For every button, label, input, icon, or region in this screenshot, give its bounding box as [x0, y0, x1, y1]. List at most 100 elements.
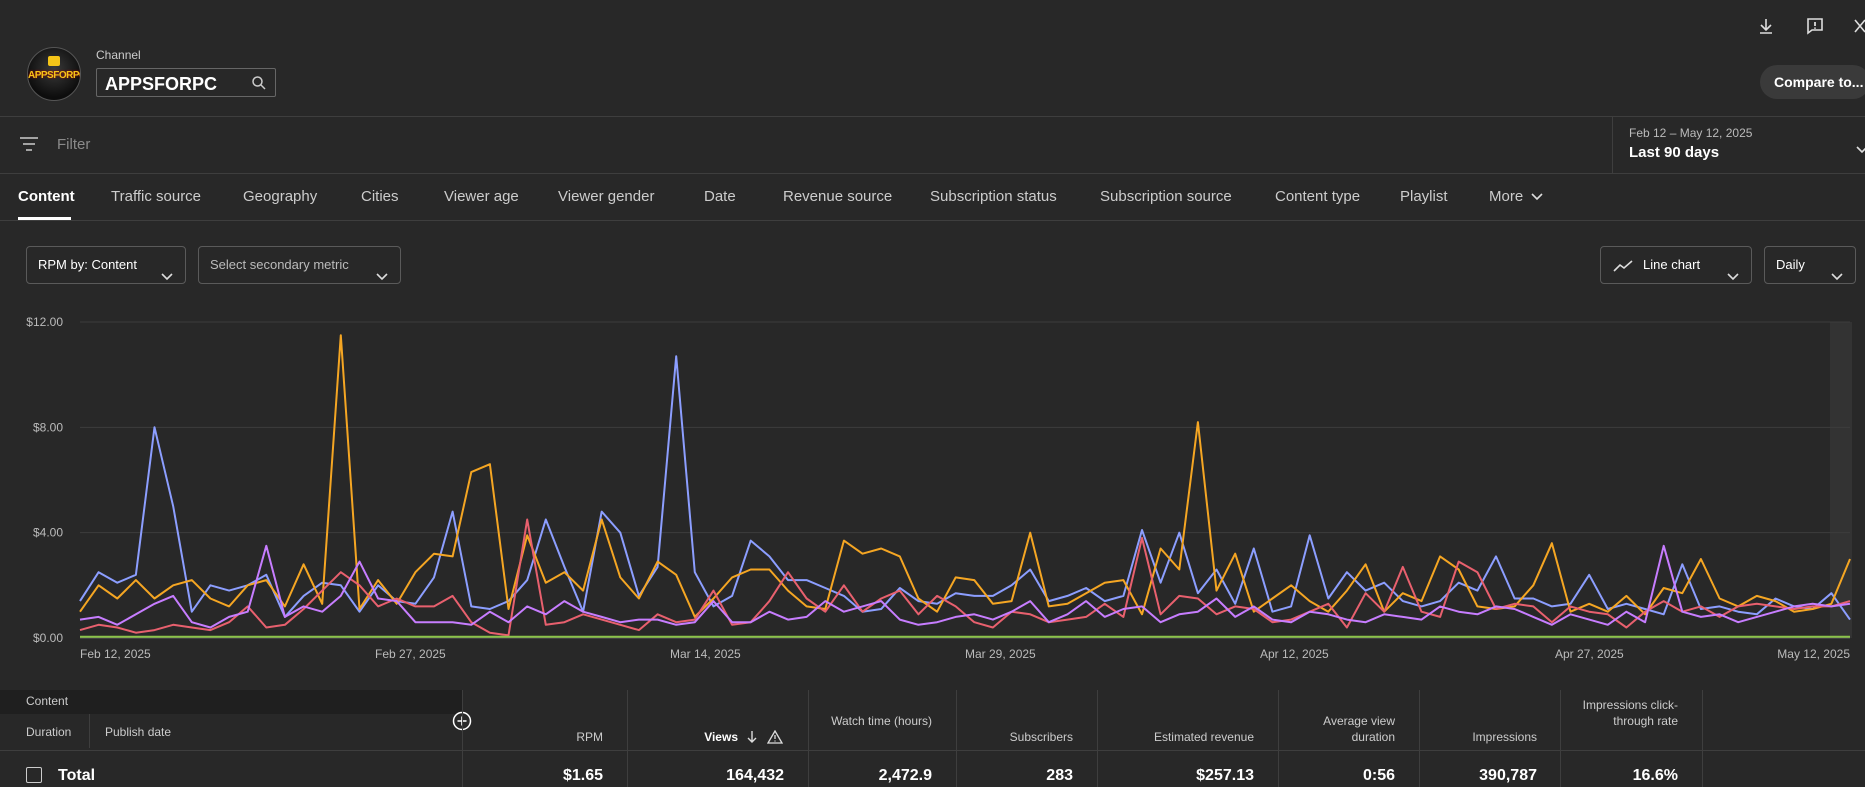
x-tick-label: Mar 14, 2025	[670, 647, 741, 661]
ctr-column-header[interactable]: Impressions click-through rate	[1582, 698, 1678, 728]
divider	[808, 690, 809, 787]
revenue-column-header[interactable]: Estimated revenue	[1153, 730, 1254, 744]
views-column-header[interactable]: Views	[640, 729, 738, 745]
content-column-label: Content	[26, 694, 69, 708]
y-tick-label: $4.00	[33, 526, 63, 540]
tab-more[interactable]: More	[1489, 188, 1543, 205]
tab-revenue-source[interactable]: Revenue source	[783, 188, 893, 205]
warning-icon[interactable]	[766, 729, 784, 749]
date-range-selector[interactable]: Feb 12 – May 12, 2025 Last 90 days	[1612, 117, 1865, 173]
divider	[0, 220, 1865, 221]
y-tick-label: $8.00	[33, 420, 63, 434]
x-tick-label: Feb 12, 2025	[80, 647, 151, 661]
chevron-down-icon	[1856, 141, 1865, 159]
avd-column-header[interactable]: Average view duration	[1323, 714, 1395, 744]
tab-viewer-gender[interactable]: Viewer gender	[558, 188, 655, 205]
x-tick-label: Mar 29, 2025	[965, 647, 1036, 661]
compare-button[interactable]: Compare to...	[1760, 65, 1865, 99]
chart-type-dropdown[interactable]: Line chart	[1600, 246, 1752, 284]
rpm-column-header[interactable]: RPM	[576, 730, 603, 744]
x-tick-label: May 12, 2025	[1777, 647, 1850, 661]
series-line-2	[79, 334, 1851, 618]
publish-date-column-header[interactable]: Publish date	[105, 725, 172, 739]
channel-name: APPSFORPC	[105, 74, 218, 94]
chevron-down-icon	[161, 259, 173, 295]
series-line-1	[79, 355, 1851, 621]
arrow-down-icon[interactable]	[746, 730, 758, 749]
divider	[1097, 690, 1098, 787]
divider	[1702, 690, 1703, 787]
tab-subscription-status[interactable]: Subscription status	[930, 188, 1057, 205]
active-tab-indicator	[18, 217, 71, 220]
tab-playlist[interactable]: Playlist	[1400, 188, 1448, 205]
feedback-icon[interactable]	[1805, 16, 1825, 41]
tab-geography[interactable]: Geography	[243, 188, 318, 205]
divider	[1419, 690, 1420, 787]
divider	[0, 173, 1865, 174]
channel-avatar: APPSFORPC	[27, 47, 81, 101]
tab-date[interactable]: Date	[704, 188, 736, 205]
total-views: 164,432	[726, 767, 784, 784]
divider	[956, 690, 957, 787]
y-tick-label: $12.00	[26, 315, 63, 329]
x-tick-label: Apr 12, 2025	[1260, 647, 1329, 661]
tab-subscription-source[interactable]: Subscription source	[1100, 188, 1232, 205]
y-tick-label: $0.00	[33, 631, 63, 645]
primary-metric-label: RPM by: Content	[38, 257, 137, 272]
divider	[0, 116, 1865, 117]
watch-time-column-header[interactable]: Watch time (hours)	[831, 714, 932, 728]
tab-viewer-age[interactable]: Viewer age	[444, 188, 519, 205]
secondary-metric-label: Select secondary metric	[210, 257, 349, 272]
total-impressions: 390,787	[1479, 767, 1537, 784]
search-icon[interactable]	[251, 75, 267, 96]
divider	[89, 714, 90, 748]
date-range-text: Feb 12 – May 12, 2025	[1629, 126, 1753, 140]
impressions-column-header[interactable]: Impressions	[1472, 730, 1537, 744]
channel-selector[interactable]: APPSFORPC	[96, 68, 276, 97]
tab-traffic-source[interactable]: Traffic source	[111, 188, 202, 205]
chevron-down-icon	[1727, 259, 1739, 295]
chart-hover-band	[1830, 322, 1852, 638]
secondary-metric-dropdown[interactable]: Select secondary metric	[198, 246, 401, 284]
duration-column-header[interactable]: Duration	[26, 725, 72, 739]
total-row-label: Total	[58, 767, 96, 784]
total-ctr: 16.6%	[1632, 767, 1678, 784]
tab-cities[interactable]: Cities	[361, 188, 399, 205]
avatar-logo-text: APPSFORPC	[28, 70, 81, 81]
tab-more-label: More	[1489, 188, 1524, 205]
x-tick-label: Apr 27, 2025	[1555, 647, 1624, 661]
channel-label: Channel	[96, 48, 141, 62]
chevron-down-icon	[376, 259, 388, 295]
total-avd: 0:56	[1362, 767, 1395, 784]
content-group-header	[0, 690, 462, 714]
divider	[0, 750, 1865, 751]
views-column-label: Views	[704, 730, 738, 744]
granularity-dropdown[interactable]: Daily	[1764, 246, 1856, 284]
line-chart-icon	[1613, 260, 1633, 272]
tab-content-type[interactable]: Content type	[1275, 188, 1361, 205]
series-line-3	[79, 518, 1851, 637]
download-icon[interactable]	[1757, 17, 1775, 40]
series-line-4	[79, 544, 1851, 629]
divider	[1560, 690, 1561, 787]
subscribers-column-header[interactable]: Subscribers	[1009, 730, 1073, 744]
total-row-checkbox[interactable]	[26, 767, 42, 783]
primary-metric-dropdown[interactable]: RPM by: Content	[26, 246, 186, 284]
date-range-label: Last 90 days	[1629, 144, 1720, 161]
tab-content[interactable]: Content	[18, 188, 75, 205]
close-icon[interactable]	[1853, 17, 1865, 40]
avatar-monitor-icon	[48, 56, 60, 66]
chevron-down-icon	[1831, 259, 1843, 295]
filter-icon[interactable]	[19, 136, 39, 157]
x-tick-label: Feb 27, 2025	[375, 647, 446, 661]
total-watch-time: 2,472.9	[878, 767, 932, 784]
total-rpm: $1.65	[562, 767, 603, 784]
divider	[1278, 690, 1279, 787]
rpm-line-chart[interactable]: $12.00 $8.00 $4.00 $0.00 Feb 12, 2025 Feb 27,…	[0, 305, 1865, 670]
divider	[627, 690, 628, 787]
granularity-label: Daily	[1776, 257, 1805, 272]
total-revenue: $257.13	[1196, 767, 1254, 784]
chevron-down-icon	[1531, 193, 1543, 201]
filter-input[interactable]: Filter	[57, 136, 91, 153]
chart-type-label: Line chart	[1643, 257, 1701, 272]
